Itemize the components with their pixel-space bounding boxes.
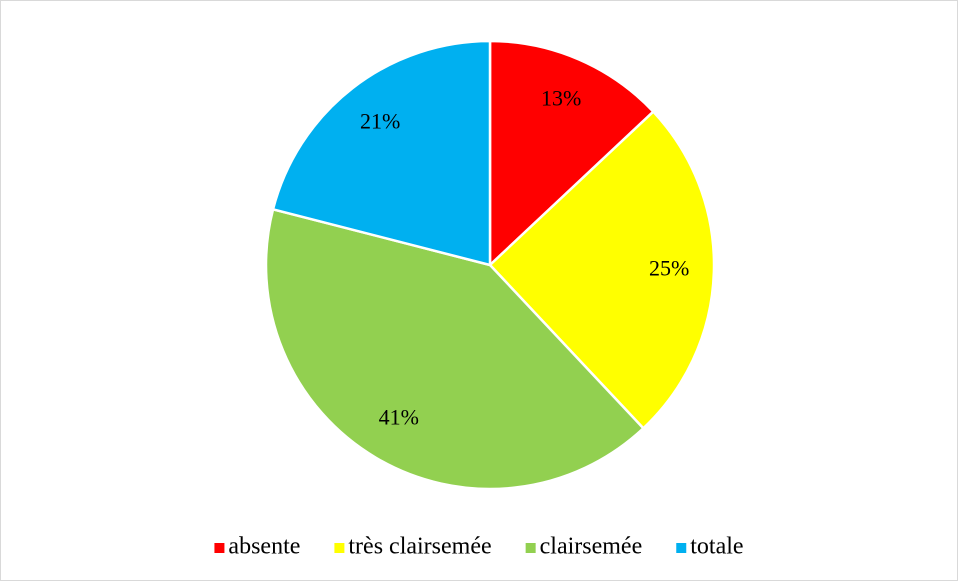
legend-swatch [525, 543, 536, 553]
legend-swatch [214, 543, 225, 553]
pie-slice [264, 207, 646, 491]
data-label: 21% [360, 108, 400, 133]
legend-label: absente [228, 534, 300, 560]
pie-slice [271, 39, 492, 267]
data-label: 41% [379, 404, 419, 429]
legend-label: très clairsemée [348, 534, 491, 560]
legend: absente très clairsemée clairsemée totale [214, 534, 744, 560]
data-label: 25% [649, 256, 689, 281]
legend-swatch [676, 543, 687, 553]
legend-swatch [334, 543, 345, 553]
data-label: 13% [541, 86, 581, 111]
pie-slice [488, 109, 716, 431]
pie-slice [488, 39, 656, 268]
legend-label: clairsemée [540, 534, 643, 560]
legend-label: totale [690, 534, 743, 560]
